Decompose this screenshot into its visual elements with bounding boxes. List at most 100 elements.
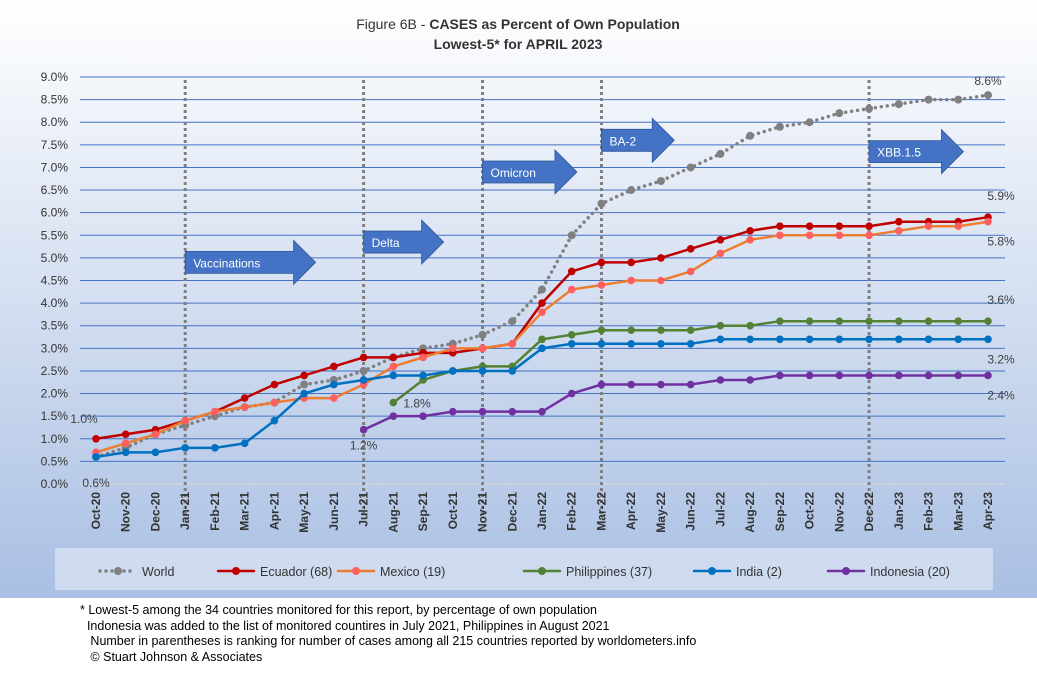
data-point-mexico — [389, 362, 398, 371]
data-point-ecuador — [567, 267, 576, 276]
data-point-world — [538, 285, 546, 294]
data-point-world — [924, 95, 933, 104]
data-point-indonesia — [835, 371, 844, 380]
x-tick-label: Sep-21 — [416, 492, 430, 532]
variant-arrow — [601, 117, 675, 164]
data-point-world — [805, 118, 814, 127]
data-point-mexico — [567, 285, 576, 294]
y-tick-label: 5.5% — [41, 228, 69, 242]
data-label: 2.4% — [987, 388, 1015, 402]
data-point-indonesia — [657, 380, 665, 389]
data-point-ecuador — [657, 254, 665, 262]
y-tick-label: 1.0% — [41, 432, 69, 446]
variant-arrow — [482, 149, 578, 195]
variant-arrow — [868, 128, 965, 175]
x-tick-label: Dec-20 — [148, 492, 162, 532]
data-point-mexico — [270, 398, 279, 407]
data-point-india — [924, 335, 933, 344]
data-point-india — [776, 335, 784, 344]
x-tick-label: Jun-22 — [684, 492, 698, 531]
data-point-indonesia — [716, 376, 725, 384]
footnote-3: Number in parentheses is ranking for num… — [80, 634, 697, 648]
data-point-mexico — [924, 222, 933, 231]
x-tick-label: Feb-22 — [565, 492, 579, 531]
x-tick-label: Nov-20 — [119, 492, 133, 532]
x-tick-label: May-21 — [297, 492, 311, 533]
data-point-indonesia — [359, 425, 368, 434]
data-point-india — [686, 340, 695, 348]
data-point-indonesia — [389, 412, 398, 420]
data-point-world — [656, 177, 665, 186]
x-tick-label: Oct-20 — [89, 492, 103, 530]
data-point-mexico — [538, 308, 546, 316]
data-point-world — [567, 231, 576, 240]
data-point-india — [627, 340, 635, 348]
data-point-mexico — [508, 340, 517, 348]
data-point-philippines — [865, 317, 873, 326]
y-tick-label: 4.5% — [41, 274, 69, 288]
data-point-world — [775, 122, 784, 131]
x-tick-label: Jul-21 — [357, 492, 371, 527]
data-point-ecuador — [686, 245, 695, 253]
legend-marker — [708, 567, 716, 575]
x-tick-label: Mar-23 — [951, 492, 965, 531]
data-label: 3.6% — [987, 293, 1015, 307]
legend-marker — [538, 567, 546, 575]
variant-arrow — [363, 219, 445, 266]
footnote-1: * Lowest-5 among the 34 countries monito… — [80, 603, 597, 617]
x-tick-label: Jun-21 — [327, 492, 341, 531]
y-tick-label: 5.0% — [41, 251, 69, 265]
data-point-india — [92, 453, 100, 461]
y-tick-label: 9.0% — [41, 70, 69, 84]
x-tick-label: Dec-22 — [862, 492, 876, 532]
y-tick-label: 1.5% — [41, 409, 69, 423]
data-point-mexico — [835, 231, 844, 240]
x-tick-label: Mar-22 — [594, 492, 608, 531]
x-tick-label: Aug-22 — [743, 492, 757, 533]
y-tick-label: 8.0% — [41, 115, 69, 129]
data-point-indonesia — [954, 371, 963, 380]
data-point-mexico — [121, 439, 130, 448]
data-point-philippines — [716, 321, 725, 330]
data-label: 1.2% — [350, 439, 378, 453]
data-point-mexico — [805, 231, 814, 240]
x-tick-label: Nov-21 — [476, 492, 490, 532]
data-point-indonesia — [895, 371, 903, 380]
data-point-philippines — [835, 317, 844, 326]
x-tick-label: Feb-23 — [922, 492, 936, 531]
x-tick-label: May-22 — [654, 492, 668, 533]
data-point-mexico — [597, 281, 606, 289]
data-label: 8.6% — [974, 74, 1002, 88]
data-point-india — [121, 448, 130, 457]
data-point-ecuador — [389, 353, 398, 362]
data-point-mexico — [330, 394, 338, 402]
data-point-india — [211, 444, 219, 452]
data-label: 1.8% — [403, 397, 431, 411]
data-point-india — [151, 448, 160, 457]
data-point-world — [508, 317, 517, 326]
data-point-ecuador — [835, 222, 844, 231]
data-point-india — [389, 371, 398, 380]
data-point-india — [835, 335, 844, 344]
legend-entry: Philippines (37) — [566, 565, 652, 579]
data-point-world — [597, 199, 606, 208]
y-tick-label: 7.0% — [41, 160, 69, 174]
data-point-mexico — [895, 226, 903, 235]
data-point-philippines — [895, 317, 903, 326]
data-point-world — [835, 109, 844, 118]
data-point-world — [894, 100, 903, 109]
series-line-indonesia — [362, 374, 990, 431]
data-point-indonesia — [776, 371, 784, 380]
x-tick-label: Apr-23 — [981, 492, 995, 530]
data-point-india — [865, 335, 873, 344]
data-point-ecuador — [865, 222, 873, 231]
data-label: 1.0% — [70, 412, 98, 426]
legend-marker — [114, 567, 122, 575]
data-point-ecuador — [359, 353, 368, 362]
data-point-india — [300, 389, 308, 398]
data-point-indonesia — [865, 371, 873, 380]
data-point-philippines — [627, 326, 635, 335]
data-point-ecuador — [538, 299, 546, 307]
data-point-philippines — [954, 317, 963, 326]
footnotes: * Lowest-5 among the 34 countries monito… — [80, 603, 696, 665]
